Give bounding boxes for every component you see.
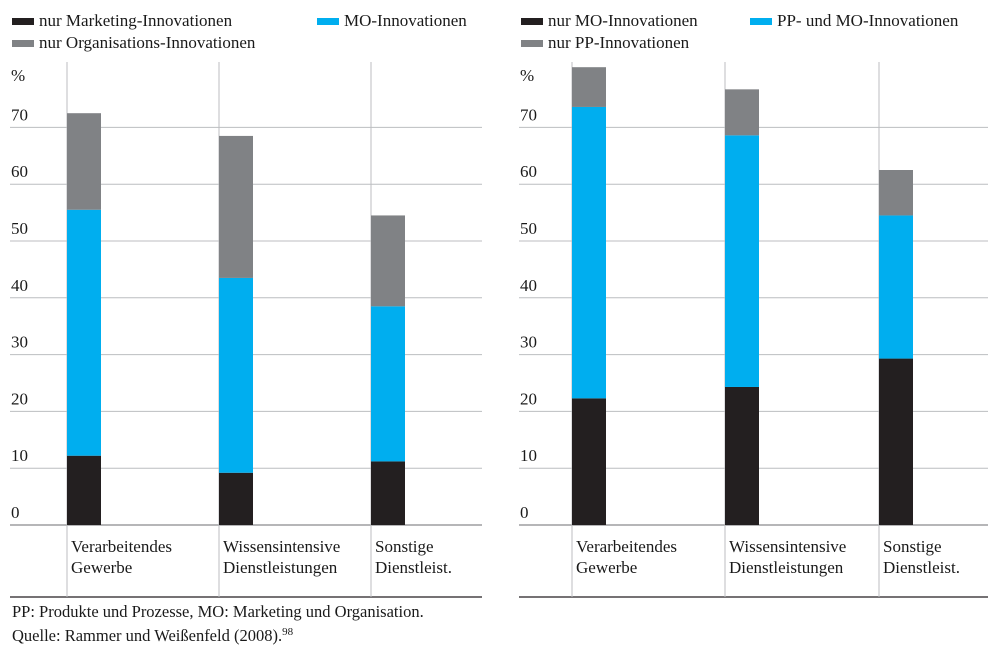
bar-segment-cat3-series2 [371, 306, 405, 462]
bar-segment-cat3-series2 [879, 215, 913, 359]
footnote-reference-number: 98 [282, 626, 294, 638]
legend-label-2: MO-Innovationen [344, 11, 467, 30]
y-tick-label-0: 0 [520, 503, 529, 522]
y-tick-label-50: 50 [11, 219, 28, 238]
category-label-1-line-1: Verarbeitendes [576, 537, 677, 556]
y-tick-label-20: 20 [520, 389, 537, 408]
category-label-2-line-1: Wissensintensive [223, 537, 340, 556]
legend-swatch-2 [317, 18, 339, 25]
legend-label-3: nur Organisations-Innovationen [39, 33, 256, 52]
bar-segment-cat1-series2 [67, 209, 101, 456]
bar-segment-cat3-series1 [879, 358, 913, 525]
category-label-2-line-2: Dienstleistungen [729, 558, 844, 577]
legend-label-1: nur MO-Innovationen [548, 11, 698, 30]
legend-label-3: nur PP-Innovationen [548, 33, 690, 52]
footnote-abbreviations: PP: Produkte und Prozesse, MO: Marketing… [12, 602, 424, 621]
category-label-1-line-2: Gewerbe [71, 558, 132, 577]
bar-segment-cat2-series3 [725, 89, 759, 136]
legend-swatch-3 [12, 40, 34, 47]
legend-swatch-1 [12, 18, 34, 25]
category-label-3-line-2: Dienstleist. [883, 558, 960, 577]
bar-segment-cat3-series1 [371, 461, 405, 525]
bar-segment-cat1-series1 [67, 455, 101, 525]
y-tick-label-60: 60 [520, 162, 537, 181]
y-tick-label-10: 10 [520, 446, 537, 465]
bar-segment-cat1-series3 [572, 67, 606, 107]
y-tick-label-40: 40 [11, 276, 28, 295]
category-label-1-line-1: Verarbeitendes [71, 537, 172, 556]
chart-right: nur MO-Innovationen PP- und MO-Innovation… [519, 11, 988, 598]
y-tick-label-40: 40 [520, 276, 537, 295]
category-label-2-line-1: Wissensintensive [729, 537, 846, 556]
y-tick-label-50: 50 [520, 219, 537, 238]
category-label-3-line-1: Sonstige [375, 537, 434, 556]
bar-segment-cat2-series1 [725, 386, 759, 525]
footnote-source: Quelle: Rammer und Weißenfeld (2008).98 [12, 622, 293, 646]
chart-left: nur Marketing-Innovationen MO-Innovatione… [10, 11, 482, 598]
bar-segment-cat3-series3 [371, 215, 405, 307]
legend-swatch-1 [521, 18, 543, 25]
category-label-3-line-1: Sonstige [883, 537, 942, 556]
y-axis-unit-label: % [520, 66, 534, 85]
bar-segment-cat1-series1 [572, 398, 606, 525]
bar-segment-cat2-series1 [219, 472, 253, 525]
category-label-2-line-2: Dienstleistungen [223, 558, 338, 577]
category-label-3-line-2: Dienstleist. [375, 558, 452, 577]
y-tick-label-30: 30 [11, 333, 28, 352]
legend-label-1: nur Marketing-Innovationen [39, 11, 233, 30]
footnote-source-text: Quelle: Rammer und Weißenfeld (2008). [12, 626, 283, 645]
y-tick-label-10: 10 [11, 446, 28, 465]
bar-segment-cat2-series3 [219, 135, 253, 278]
legend-label-2: PP- und MO-Innovationen [777, 11, 959, 30]
y-tick-label-60: 60 [11, 162, 28, 181]
bar-segment-cat1-series3 [67, 113, 101, 210]
y-tick-label-70: 70 [520, 105, 537, 124]
y-tick-label-20: 20 [11, 389, 28, 408]
bar-segment-cat2-series2 [725, 135, 759, 387]
y-tick-label-70: 70 [11, 105, 28, 124]
legend-swatch-2 [750, 18, 772, 25]
bar-segment-cat2-series2 [219, 277, 253, 473]
legend-swatch-3 [521, 40, 543, 47]
bar-segment-cat1-series2 [572, 106, 606, 399]
y-axis-unit-label: % [11, 66, 25, 85]
category-label-1-line-2: Gewerbe [576, 558, 637, 577]
y-tick-label-30: 30 [520, 333, 537, 352]
y-tick-label-0: 0 [11, 503, 20, 522]
bar-segment-cat3-series3 [879, 170, 913, 216]
